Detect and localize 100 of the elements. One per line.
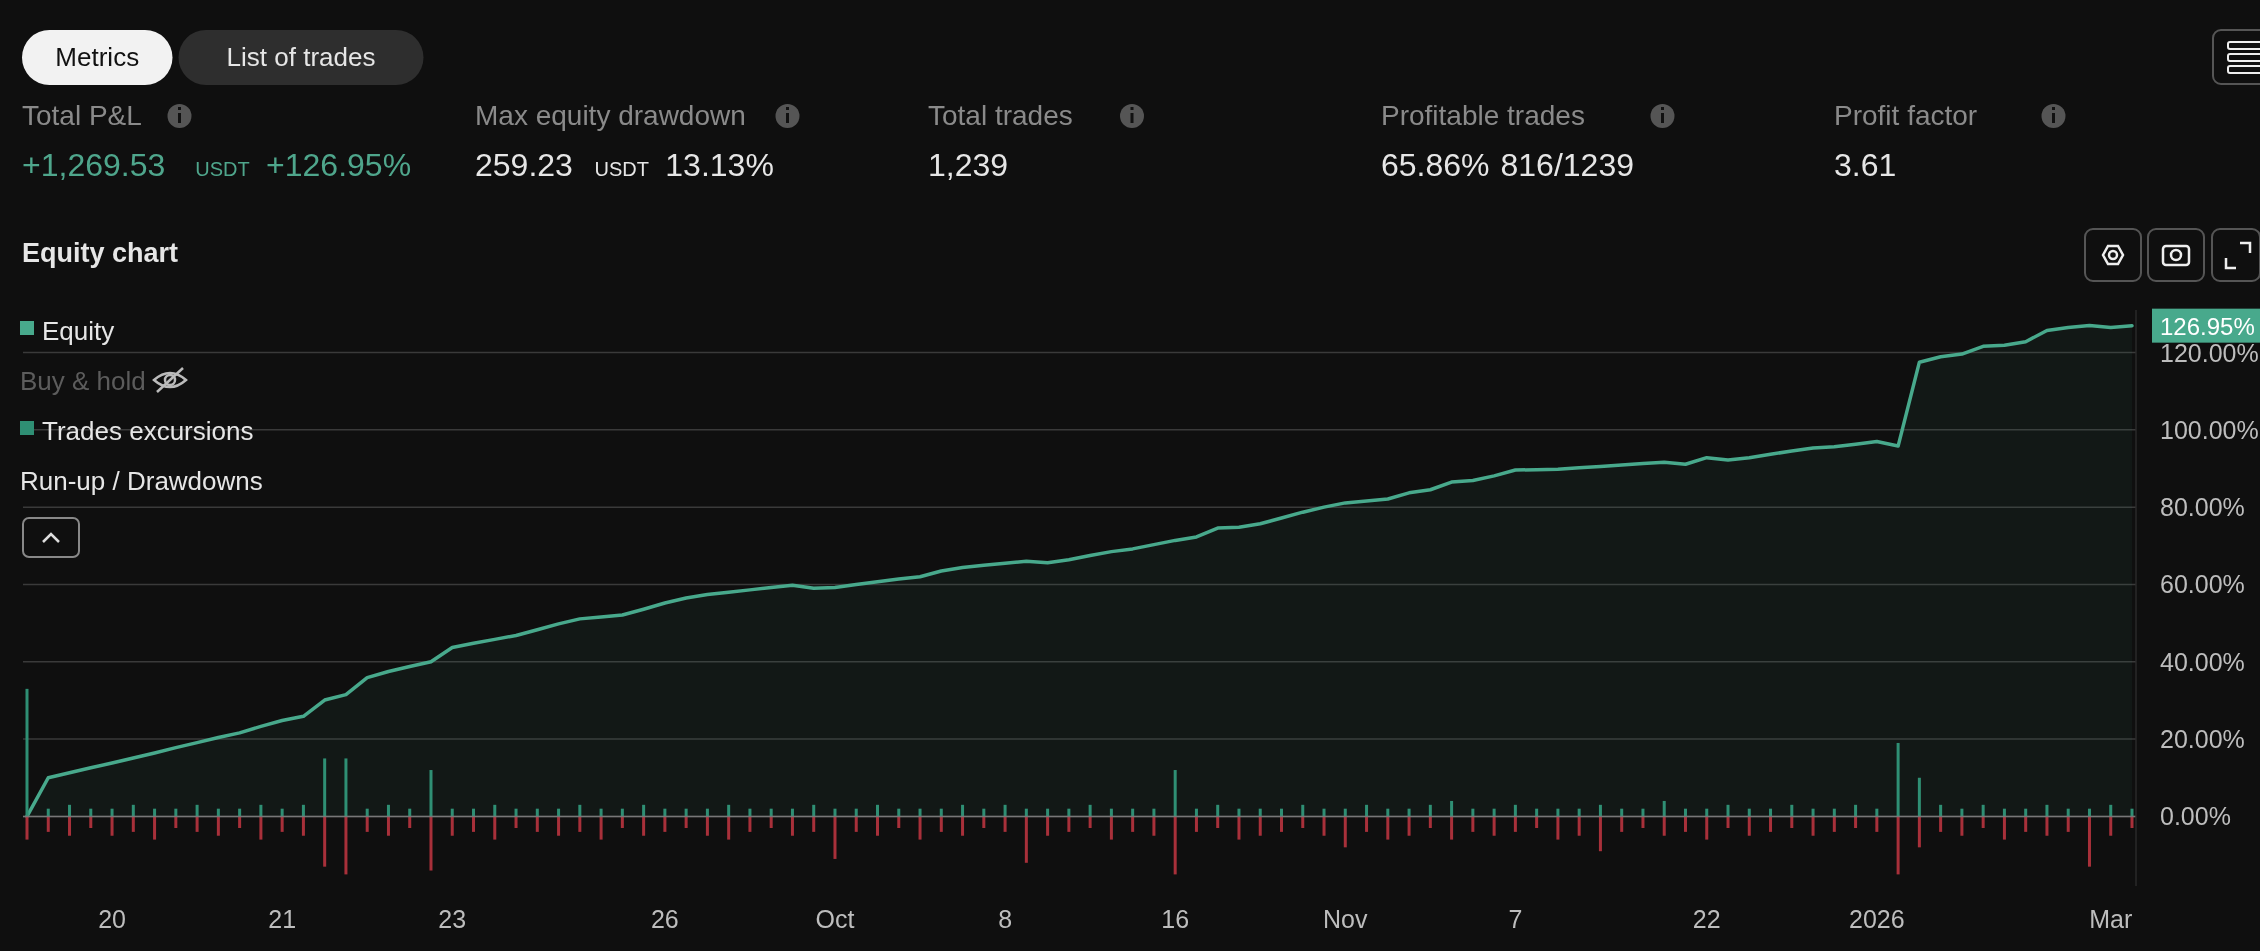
text: 126.95% [2160, 312, 2255, 340]
x-tick-label: 2026 [1849, 905, 1905, 933]
bar [1450, 800, 1454, 817]
text: +126.95% [266, 147, 412, 183]
bar [1428, 804, 1432, 817]
bar [429, 770, 433, 817]
bar [1365, 804, 1369, 817]
bar [897, 816, 901, 829]
bar [110, 808, 114, 817]
bar [514, 816, 518, 829]
bar [1726, 804, 1730, 817]
x-tick-label: 26 [650, 905, 679, 933]
bar [280, 808, 284, 817]
annotation: Buy & hold [20, 366, 146, 396]
bar [769, 808, 773, 817]
bar [1450, 816, 1454, 840]
bar [1386, 816, 1390, 840]
bar [1237, 808, 1241, 817]
x-tick-label: 20 [98, 905, 126, 933]
bar [1216, 816, 1220, 829]
bar [1386, 808, 1390, 817]
x-tick-label: 8 [998, 905, 1013, 933]
bar [1620, 808, 1624, 817]
bar [1662, 816, 1666, 836]
bar [1046, 808, 1050, 817]
text: Profit factor [1834, 100, 1978, 131]
text: 1,239 [928, 147, 1009, 183]
text: 13.13% [665, 147, 774, 183]
bar [1832, 816, 1836, 832]
bar [110, 816, 114, 836]
bar [833, 808, 837, 817]
bar [2002, 808, 2006, 817]
bar [386, 816, 390, 836]
bar [1960, 808, 1964, 817]
bar [812, 816, 816, 832]
bar [1854, 804, 1858, 817]
bar [982, 816, 986, 829]
bar [1216, 804, 1220, 817]
bar [790, 808, 794, 817]
bar [1641, 816, 1645, 829]
bar [89, 816, 93, 829]
y-tick-label: 60.00% [2160, 570, 2245, 599]
text: Total trades [928, 100, 1073, 131]
bar [1556, 808, 1560, 817]
y-tick-label: 20.00% [2160, 725, 2245, 754]
bar [1237, 816, 1241, 840]
text: Profitable trades [1381, 100, 1585, 131]
y-tick-label: 100.00% [2160, 415, 2259, 444]
bar [642, 816, 646, 836]
bar [1279, 816, 1283, 832]
bar [1258, 808, 1262, 817]
bar [493, 816, 497, 840]
bar [705, 816, 709, 836]
bar [1598, 804, 1602, 817]
bar [1811, 808, 1815, 817]
bar [25, 688, 29, 817]
bar [1769, 816, 1773, 832]
bar [663, 808, 667, 817]
bar [1046, 816, 1050, 836]
bar [280, 816, 284, 832]
bar [812, 804, 816, 817]
bar [1726, 816, 1730, 829]
bar [1705, 808, 1709, 817]
bar [939, 816, 943, 832]
bar [557, 808, 561, 817]
bar [876, 816, 880, 836]
legend-label: Equity [42, 316, 115, 346]
bar [195, 816, 199, 832]
bar [365, 808, 369, 817]
bar [2045, 816, 2049, 836]
bar [472, 808, 476, 817]
bar [854, 816, 858, 832]
text: 3.61 [1834, 147, 1897, 183]
bar [1875, 816, 1879, 832]
bar [982, 808, 986, 817]
bar [131, 804, 135, 817]
bar [1832, 808, 1836, 817]
bar [238, 808, 242, 817]
text: Metrics [55, 42, 140, 72]
bar [1790, 816, 1794, 829]
bar [2024, 808, 2028, 817]
bar [1343, 816, 1347, 848]
legend-label: Trades excursions [42, 416, 254, 446]
bar [301, 816, 305, 836]
bar [2024, 816, 2028, 832]
bar [1471, 816, 1475, 832]
bar [2109, 804, 2113, 817]
bar [1088, 804, 1092, 817]
bar [961, 816, 965, 836]
bar [642, 804, 646, 817]
y-tick-label: 80.00% [2160, 493, 2245, 522]
bar [535, 816, 539, 832]
bar [1109, 816, 1113, 840]
bar [131, 816, 135, 832]
bar [1939, 816, 1943, 832]
bar [450, 808, 454, 817]
text: USDT [594, 158, 649, 180]
bar [663, 816, 667, 832]
bar [769, 816, 773, 829]
bar [1790, 804, 1794, 817]
